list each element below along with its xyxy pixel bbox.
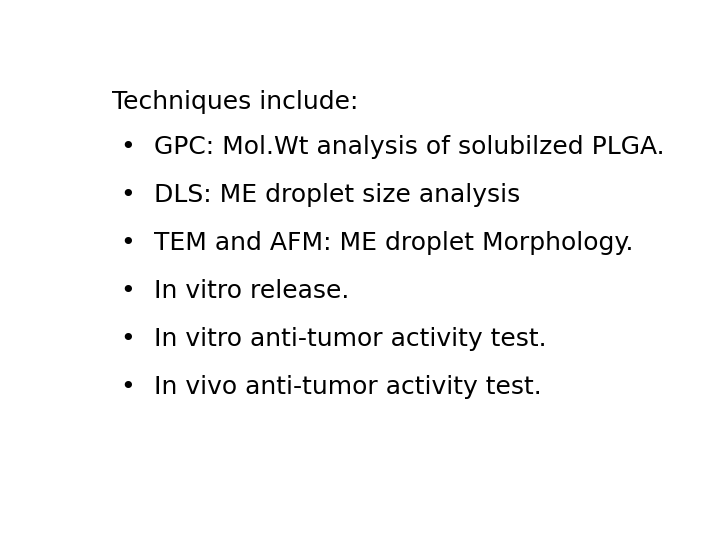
Text: GPC: Mol.Wt analysis of solubilzed PLGA.: GPC: Mol.Wt analysis of solubilzed PLGA. <box>154 136 665 159</box>
Text: Techniques include:: Techniques include: <box>112 90 359 114</box>
Text: •: • <box>121 327 135 351</box>
Text: •: • <box>121 231 135 255</box>
Text: •: • <box>121 136 135 159</box>
Text: TEM and AFM: ME droplet Morphology.: TEM and AFM: ME droplet Morphology. <box>154 231 634 255</box>
Text: In vitro anti-tumor activity test.: In vitro anti-tumor activity test. <box>154 327 546 351</box>
Text: •: • <box>121 279 135 303</box>
Text: DLS: ME droplet size analysis: DLS: ME droplet size analysis <box>154 183 521 207</box>
Text: In vivo anti-tumor activity test.: In vivo anti-tumor activity test. <box>154 375 542 399</box>
Text: •: • <box>121 183 135 207</box>
Text: In vitro release.: In vitro release. <box>154 279 349 303</box>
Text: •: • <box>121 375 135 399</box>
